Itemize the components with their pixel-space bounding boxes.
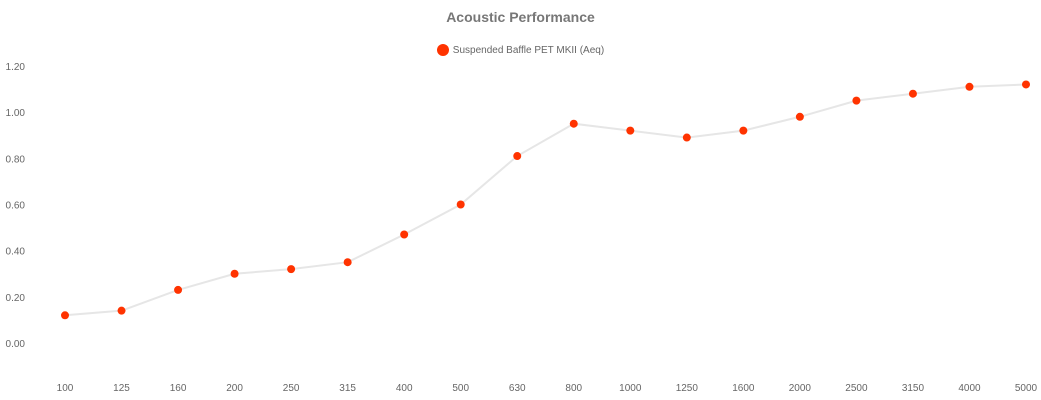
x-tick-label: 200 [226,383,243,394]
data-point[interactable] [117,306,126,315]
y-tick-label: 0.60 [6,201,26,212]
y-tick-label: 1.00 [6,108,26,119]
x-tick-label: 1250 [676,383,699,394]
data-point[interactable] [682,133,691,142]
x-tick-label: 2000 [789,383,812,394]
x-tick-label: 160 [170,383,187,394]
y-tick-label: 0.20 [6,293,26,304]
data-point[interactable] [174,285,183,294]
data-point[interactable] [456,200,465,209]
data-point[interactable] [795,112,804,121]
series-line [64,83,1027,317]
data-point[interactable] [230,269,239,278]
x-tick-label: 400 [396,383,413,394]
y-tick-label: 0.80 [6,154,26,165]
x-tick-label: 2500 [845,383,868,394]
data-point[interactable] [343,258,352,267]
x-tick-label: 315 [339,383,356,394]
data-point[interactable] [513,152,522,161]
legend-label: Suspended Baffle PET MKII (Aeq) [452,44,605,56]
legend-marker-icon [436,44,449,56]
y-tick-label: 1.20 [6,62,26,73]
chart-title: Acoustic Performance [446,9,595,25]
x-tick-label: 800 [565,383,582,394]
x-tick-label: 500 [452,383,469,394]
data-point[interactable] [569,119,578,128]
data-point[interactable] [287,265,296,274]
x-tick-label: 100 [57,383,74,394]
y-tick-label: 0.00 [6,339,26,350]
x-tick-label: 630 [509,383,526,394]
data-point[interactable] [852,96,861,105]
y-tick-label: 0.40 [6,247,26,258]
data-point[interactable] [400,230,409,239]
data-point[interactable] [1022,80,1030,89]
data-point[interactable] [61,311,69,320]
x-tick-label: 5000 [1015,383,1038,394]
data-point[interactable] [739,126,748,135]
x-tick-label: 125 [113,383,130,394]
x-tick-label: 3150 [902,383,925,394]
data-point[interactable] [626,126,635,135]
data-point[interactable] [908,89,917,98]
data-point[interactable] [965,82,974,91]
x-tick-label: 250 [283,383,300,394]
x-tick-label: 1000 [619,383,642,394]
x-tick-label: 1600 [732,383,755,394]
x-tick-label: 4000 [958,383,981,394]
legend[interactable]: Suspended Baffle PET MKII (Aeq) [0,44,1041,56]
